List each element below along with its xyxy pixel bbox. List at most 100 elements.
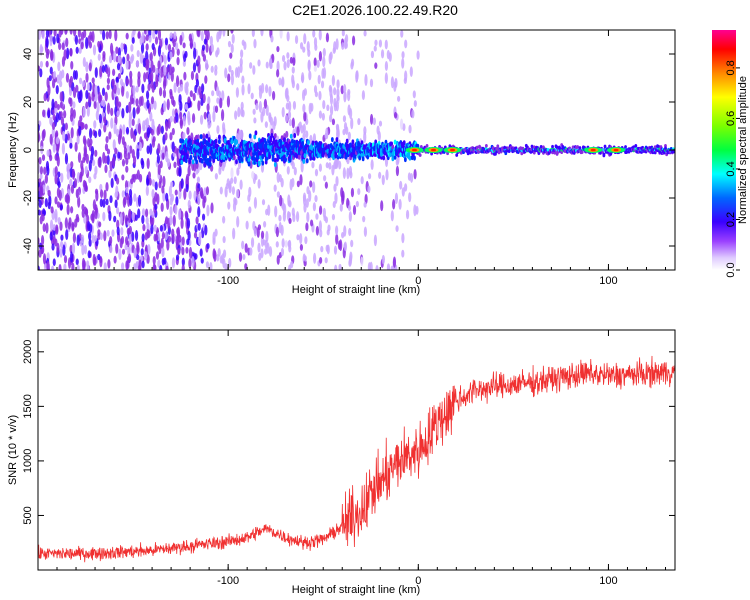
snr-ytick-label: 500 (22, 506, 34, 524)
spectrogram-cell (137, 122, 142, 135)
spectrogram-cell (288, 100, 292, 112)
spectrogram-cell (141, 233, 145, 243)
spectrogram-cell (213, 250, 217, 262)
spectrogram-cell (346, 157, 350, 165)
spectrogram-cell (321, 68, 325, 79)
spectrogram-band-cell (214, 138, 218, 144)
spectrogram-cell (141, 208, 146, 218)
spectrogram-cell (186, 217, 191, 229)
spectrogram-band-cell (389, 152, 392, 158)
spectrogram-cell (312, 133, 317, 143)
spectrogram-band-cell (261, 160, 265, 166)
spectrogram-cell (62, 122, 66, 134)
spectrogram-cell (175, 75, 180, 88)
spectrogram-cell (39, 44, 43, 56)
spectrogram-cell (165, 192, 169, 202)
spectrogram-cell (56, 74, 60, 84)
spectrogram-cell (228, 257, 232, 268)
spectrogram-cell (187, 165, 191, 177)
spectrogram-cell (75, 213, 79, 221)
spectrogram-cell (77, 152, 82, 163)
spectrogram-cell (261, 199, 266, 206)
spectrogram-cell (70, 161, 74, 169)
spectrogram-cell (323, 175, 327, 182)
spectrogram-cell (146, 99, 150, 109)
spectrogram-cell (163, 75, 167, 87)
spectrogram-cell (49, 231, 53, 241)
spectrogram-band-cell (305, 158, 309, 164)
spectrogram-cell (109, 235, 113, 245)
spectrogram-cell (94, 188, 99, 195)
spectrogram-cell (343, 241, 347, 252)
spectrogram-cell (70, 184, 75, 194)
spectrogram-cell (88, 176, 92, 184)
spectrogram-cell (308, 70, 312, 81)
spectrogram-cell (226, 95, 231, 108)
spectrogram-cell (116, 128, 120, 138)
spectrogram-cell (66, 171, 70, 180)
spectrogram-cell (151, 43, 155, 51)
spectrogram-cell (264, 121, 268, 129)
spectrogram-cell (104, 91, 108, 102)
spectrogram-cell (128, 234, 132, 245)
snr-ytick-label: 1000 (22, 449, 34, 473)
spectrogram-cell (108, 210, 112, 222)
spectrogram-cell (153, 100, 157, 111)
spectrogram-cell (319, 256, 323, 264)
spectrogram-cell (287, 211, 291, 219)
spectrogram-band-cell (418, 153, 422, 157)
spectrogram-cell (315, 225, 319, 236)
spectrogram-cell (147, 83, 151, 92)
spectrogram-ytick-label: 20 (22, 96, 34, 108)
spectrogram-cell (103, 262, 107, 270)
spectrogram-cell (299, 233, 303, 245)
spectrogram-cell (87, 221, 91, 232)
spectrogram-cell (99, 232, 103, 241)
spectrogram-cell (49, 154, 53, 162)
spectrogram-cell (195, 216, 199, 225)
spectrogram-cell (161, 185, 165, 194)
spectrogram-cell (163, 100, 167, 113)
spectrogram-cell (88, 232, 92, 241)
spectrogram-cell (151, 179, 156, 187)
spectrogram-band-cell (503, 145, 507, 150)
spectrogram-cell (157, 45, 162, 57)
spectrogram-cell (300, 74, 305, 83)
spectrogram-cell (130, 178, 134, 185)
spectrogram-cell (339, 203, 343, 212)
spectrogram-cell (293, 166, 297, 176)
spectrogram-cell (403, 77, 407, 84)
spectrogram-cell (347, 104, 351, 116)
spectrogram-cell (88, 95, 92, 103)
spectrogram-cell (364, 193, 368, 205)
spectrogram-cell (355, 71, 359, 83)
spectrogram-band-cell (253, 134, 257, 140)
spectrogram-cell (54, 196, 58, 205)
spectrogram-cell (183, 188, 187, 200)
spectrogram-cell (74, 35, 79, 46)
spectrogram-cell (46, 260, 50, 270)
spectrogram-cell (97, 40, 101, 48)
spectrogram-cell (310, 219, 314, 227)
spectrogram-cell (75, 188, 79, 199)
spectrogram-heatmap (38, 30, 675, 270)
spectrogram-cell (141, 215, 145, 225)
spectrogram-cell (94, 149, 98, 157)
spectrogram-cell (286, 58, 290, 69)
spectrogram-band-cell (312, 155, 316, 161)
spectrogram-cell (193, 231, 198, 239)
spectrogram-ytick-label: 0 (22, 147, 34, 153)
spectrogram-cell (325, 127, 329, 140)
spectrogram-cell (360, 176, 364, 185)
spectrogram-cell (233, 176, 237, 185)
spectrogram-cell (260, 82, 265, 94)
snr-ticks: -100 0 100 500 1000 1500 2000 (22, 330, 675, 587)
spectrogram-cell (276, 46, 280, 53)
spectrogram-cell (332, 47, 336, 54)
snr-ylabel: SNR (10 * v/v) (7, 415, 19, 485)
spectrogram-cell (103, 230, 107, 242)
spectrogram-cell (105, 136, 109, 144)
spectrogram-cell (313, 37, 318, 48)
spectrogram-band-cell (283, 137, 286, 143)
spectrogram-cell (133, 247, 137, 259)
